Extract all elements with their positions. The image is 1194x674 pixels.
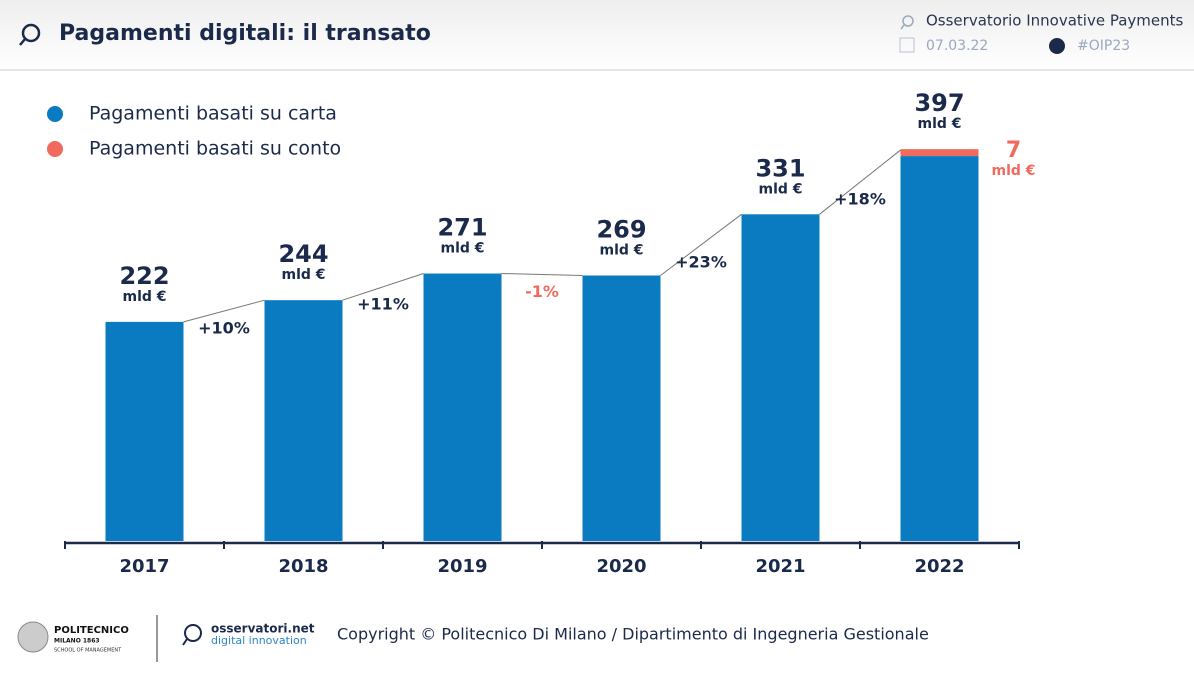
growth-label: +18% (834, 190, 886, 209)
total-label: 331 (755, 154, 805, 182)
legend-label: Pagamenti basati su conto (89, 138, 341, 160)
total-label: 271 (437, 214, 487, 242)
logo-icon (19, 23, 41, 46)
copyright: Copyright © Politecnico Di Milano / Dipa… (337, 625, 929, 644)
legend-marker (47, 106, 63, 122)
x-tick-label: 2017 (119, 556, 169, 577)
bar-segment (741, 214, 820, 542)
header-bg (0, 0, 1194, 70)
growth-label: +10% (198, 319, 250, 338)
total-label: 222 (119, 262, 169, 290)
x-tick-label: 2019 (437, 556, 487, 577)
trend-line (819, 149, 901, 215)
city: MILANO 1863 (54, 638, 100, 645)
trend-line (342, 273, 424, 301)
total-unit: mld € (281, 267, 325, 283)
legend-label: Pagamenti basati su carta (89, 103, 337, 125)
trend-line (183, 299, 265, 323)
source-icon (900, 15, 914, 30)
trend-line (660, 213, 742, 276)
chart: Pagamenti basati su carta Pagamenti basat… (47, 89, 1036, 577)
trend-line (501, 273, 583, 276)
polimi-seal (17, 621, 49, 653)
date: 07.03.22 (926, 38, 988, 54)
slide-title: Pagamenti digitali: il transato (59, 21, 431, 46)
x-tick-label: 2020 (596, 556, 646, 577)
total-label: 397 (914, 89, 964, 117)
bar-segment (264, 300, 343, 541)
total-unit: mld € (599, 242, 643, 258)
growth-label: +11% (357, 294, 409, 313)
bar-segment (423, 273, 502, 541)
total-unit: mld € (122, 289, 166, 305)
footer: POLITECNICO MILANO 1863 SCHOOL OF MANAGE… (17, 615, 929, 662)
legend-marker (47, 141, 63, 157)
total-unit: mld € (758, 181, 802, 197)
bar-segment (900, 149, 979, 157)
total-unit: mld € (917, 116, 961, 132)
bar-segment (105, 321, 184, 541)
bar-segment (900, 156, 979, 541)
total-label: 244 (278, 240, 328, 268)
source: Osservatorio Innovative Payments (926, 12, 1184, 30)
bar-segment (582, 275, 661, 541)
calendar-icon (899, 37, 915, 53)
growth-label: +23% (675, 252, 727, 271)
total-label: 269 (596, 215, 646, 243)
brand-icon (182, 624, 202, 646)
segment-unit: mld € (991, 163, 1035, 179)
school-sub: SCHOOL OF MANAGEMENT (54, 648, 122, 654)
school: POLITECNICO (54, 625, 129, 636)
hashtag: #OIP23 (1077, 38, 1130, 54)
x-tick-label: 2022 (914, 556, 964, 577)
brand: osservatori.net (211, 622, 315, 636)
x-tick-label: 2018 (278, 556, 328, 577)
twitter-icon (1049, 38, 1065, 54)
growth-label: -1% (525, 282, 559, 301)
x-tick-label: 2021 (755, 556, 805, 577)
brand-sub: digital innovation (211, 634, 307, 647)
segment-value: 7 (1006, 138, 1021, 163)
total-unit: mld € (440, 241, 484, 257)
